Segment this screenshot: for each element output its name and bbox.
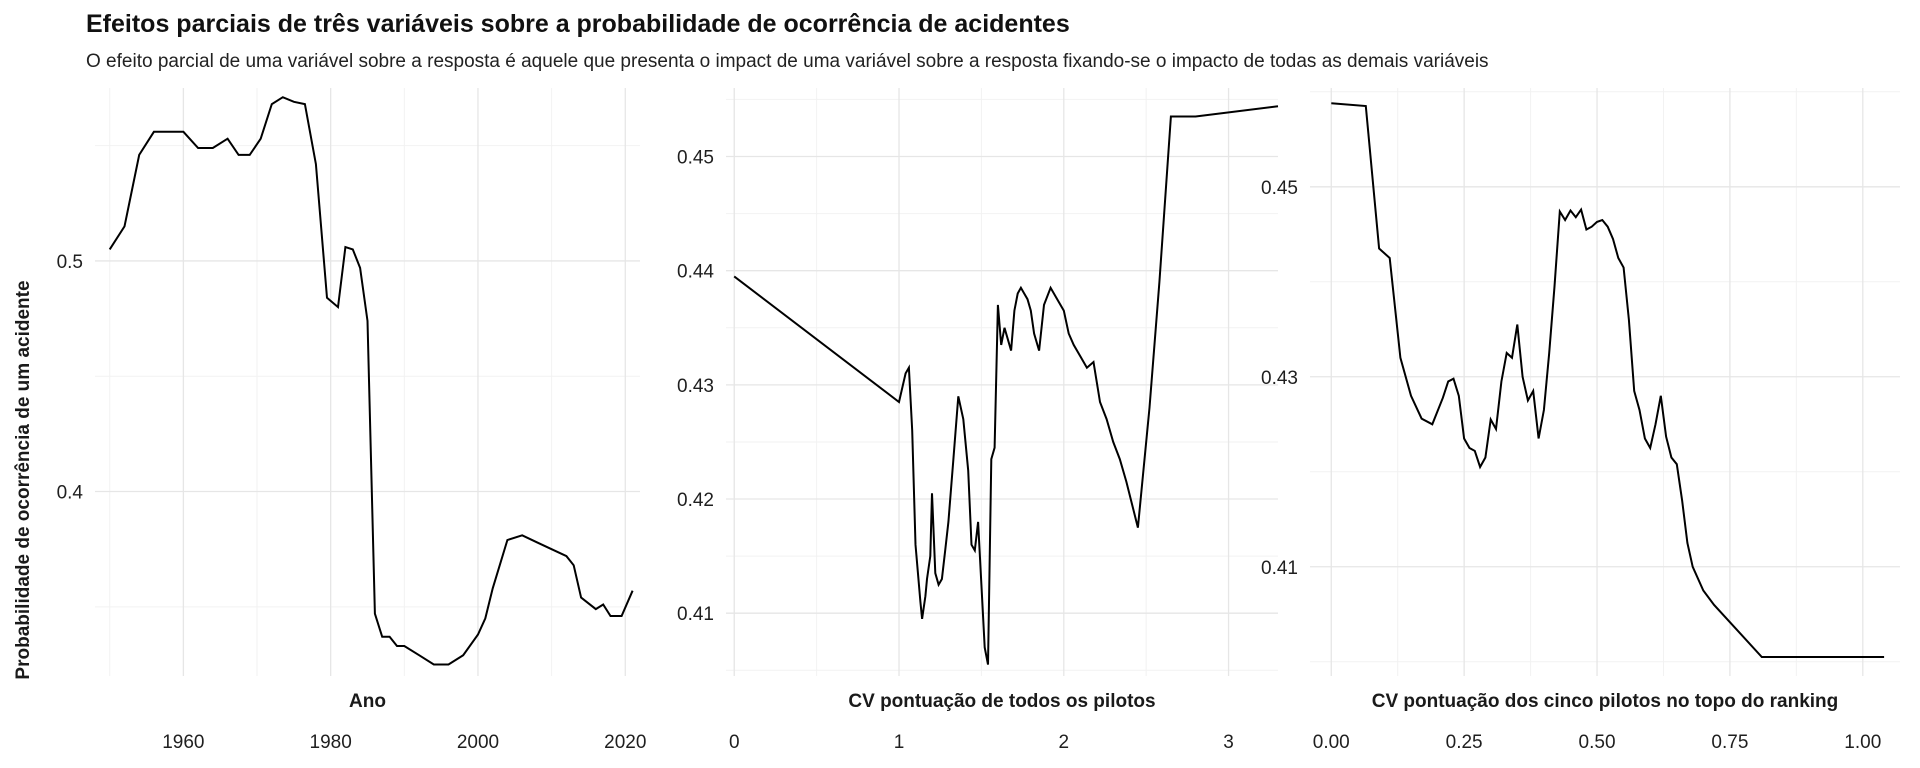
x-tick-label: 0.50 xyxy=(1579,732,1616,753)
y-tick-label: 0.43 xyxy=(1261,368,1298,389)
y-tick-label: 0.43 xyxy=(677,376,714,397)
panel-ano-y-ticks: 0.4 0.5 xyxy=(57,252,84,504)
chart-title: Efeitos parciais de três variáveis sobre… xyxy=(86,10,1070,38)
panel-cv-cinco-pilotos: 0.41 0.43 0.45 0.00 0.25 0.50 0.75 1.00 CV pon… xyxy=(1261,88,1900,753)
panel-cv-cinco-x-ticks: 0.00 0.25 0.50 0.75 1.00 xyxy=(1313,732,1882,753)
panel-cv-cinco-y-ticks: 0.41 0.43 0.45 xyxy=(1261,178,1298,579)
y-tick-label: 0.5 xyxy=(57,252,83,273)
x-tick-label: 2 xyxy=(1059,732,1070,753)
panel-cv-cinco-x-axis-title: CV pontuação dos cinco pilotos no topo d… xyxy=(1372,691,1839,712)
x-tick-label: 0 xyxy=(729,732,740,753)
y-tick-label: 0.41 xyxy=(1261,558,1298,579)
y-tick-label: 0.42 xyxy=(677,490,714,511)
panel-cv-todos-pilotos: 0.41 0.42 0.43 0.44 0.45 0 1 2 3 CV pontuação d… xyxy=(677,88,1279,753)
x-tick-label: 2020 xyxy=(604,732,646,753)
panel-cv-todos-y-ticks: 0.41 0.42 0.43 0.44 0.45 xyxy=(677,148,714,626)
y-tick-label: 0.45 xyxy=(677,148,714,169)
panel-ano-x-ticks: 1960 1980 2000 2020 xyxy=(162,732,646,753)
y-axis-title: Probabilidade de ocorrência de um aciden… xyxy=(13,280,34,679)
panel-cv-todos-x-ticks: 0 1 2 3 xyxy=(729,732,1234,753)
x-tick-label: 1 xyxy=(894,732,905,753)
x-tick-label: 0.00 xyxy=(1313,732,1350,753)
panel-cv-todos-grid xyxy=(726,88,1278,676)
panel-ano-series-line xyxy=(108,96,634,666)
x-tick-label: 1.00 xyxy=(1844,732,1881,753)
y-tick-label: 0.4 xyxy=(57,483,84,504)
x-tick-label: 1960 xyxy=(162,732,204,753)
x-tick-label: 3 xyxy=(1223,732,1234,753)
panel-cv-cinco-series-line xyxy=(1331,102,1885,658)
y-tick-label: 0.41 xyxy=(677,604,714,625)
x-tick-label: 0.25 xyxy=(1446,732,1483,753)
panel-cv-todos-x-axis-title: CV pontuação de todos os pilotos xyxy=(848,691,1155,712)
y-tick-label: 0.45 xyxy=(1261,178,1298,199)
panel-ano-x-axis-title: Ano xyxy=(349,691,386,712)
x-tick-label: 2000 xyxy=(457,732,499,753)
y-tick-label: 0.44 xyxy=(677,262,714,283)
panel-ano-grid xyxy=(95,88,640,676)
panel-cv-cinco-grid xyxy=(1310,88,1900,676)
x-tick-label: 1980 xyxy=(310,732,352,753)
panel-cv-todos-series-line xyxy=(733,105,1279,665)
chart-subtitle: O efeito parcial de uma variável sobre a… xyxy=(86,51,1489,72)
panel-ano: 0.4 0.5 1960 1980 2000 2020 Ano xyxy=(57,88,646,753)
x-tick-label: 0.75 xyxy=(1711,732,1748,753)
